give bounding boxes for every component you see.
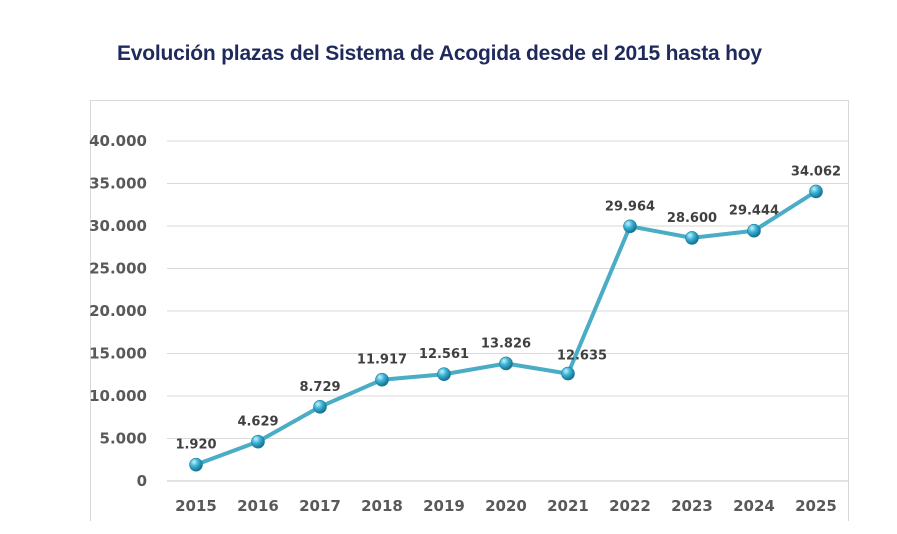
x-tick-label: 2016 xyxy=(237,497,279,515)
data-label: 4.629 xyxy=(237,415,278,430)
data-point xyxy=(561,366,575,381)
data-label: 8.729 xyxy=(299,380,340,395)
y-tick-label: 35.000 xyxy=(89,175,147,193)
x-tick-label: 2018 xyxy=(361,497,403,515)
x-tick-label: 2019 xyxy=(423,497,465,515)
data-label: 11.917 xyxy=(357,353,407,368)
series-plazas xyxy=(189,184,823,472)
data-point xyxy=(313,400,327,414)
data-label: 12.561 xyxy=(419,347,469,362)
x-tick-label: 2024 xyxy=(733,497,775,515)
x-tick-label: 2022 xyxy=(609,497,651,515)
data-point xyxy=(375,372,389,387)
x-tick-label: 2023 xyxy=(671,497,713,515)
data-label: 34.062 xyxy=(791,164,841,179)
y-tick-label: 5.000 xyxy=(100,430,147,448)
data-point xyxy=(685,231,699,245)
data-point xyxy=(437,367,451,382)
data-label: 29.444 xyxy=(729,204,779,219)
data-label: 12.635 xyxy=(557,349,607,364)
y-tick-label: 0 xyxy=(137,472,147,490)
chart-title: Evolución plazas del Sistema de Acogida … xyxy=(117,42,762,65)
gridlines xyxy=(167,140,849,482)
data-point xyxy=(809,184,823,199)
data-point xyxy=(499,356,513,371)
y-tick-label: 40.000 xyxy=(89,132,147,150)
y-tick-label: 30.000 xyxy=(89,217,147,235)
y-tick-label: 15.000 xyxy=(89,345,147,363)
data-labels: 1.920 4.629 8.729 11.917 12.561 13.826 12.635 2… xyxy=(175,164,841,452)
x-axis: 2015 2016 2017 2018 2019 2020 2021 2022 2023 2024… xyxy=(175,497,837,515)
y-tick-label: 20.000 xyxy=(89,302,147,320)
data-point xyxy=(747,223,761,238)
series-line xyxy=(195,189,818,467)
data-point xyxy=(251,434,265,449)
x-tick-label: 2020 xyxy=(485,497,527,515)
data-label: 13.826 xyxy=(481,336,531,351)
y-axis: 0 5.000 10.000 15.000 20.000 25.000 30.000 35.0… xyxy=(89,132,147,490)
y-tick-label: 10.000 xyxy=(89,387,147,405)
y-tick-label: 25.000 xyxy=(89,260,147,278)
data-label: 28.600 xyxy=(667,211,717,226)
data-label: 29.964 xyxy=(605,199,655,214)
data-point xyxy=(189,457,203,472)
data-label: 1.920 xyxy=(175,438,216,453)
x-tick-label: 2015 xyxy=(175,497,217,515)
x-tick-label: 2021 xyxy=(547,497,589,515)
x-tick-label: 2017 xyxy=(299,497,341,515)
x-tick-label: 2025 xyxy=(795,497,837,515)
data-point xyxy=(623,219,637,234)
